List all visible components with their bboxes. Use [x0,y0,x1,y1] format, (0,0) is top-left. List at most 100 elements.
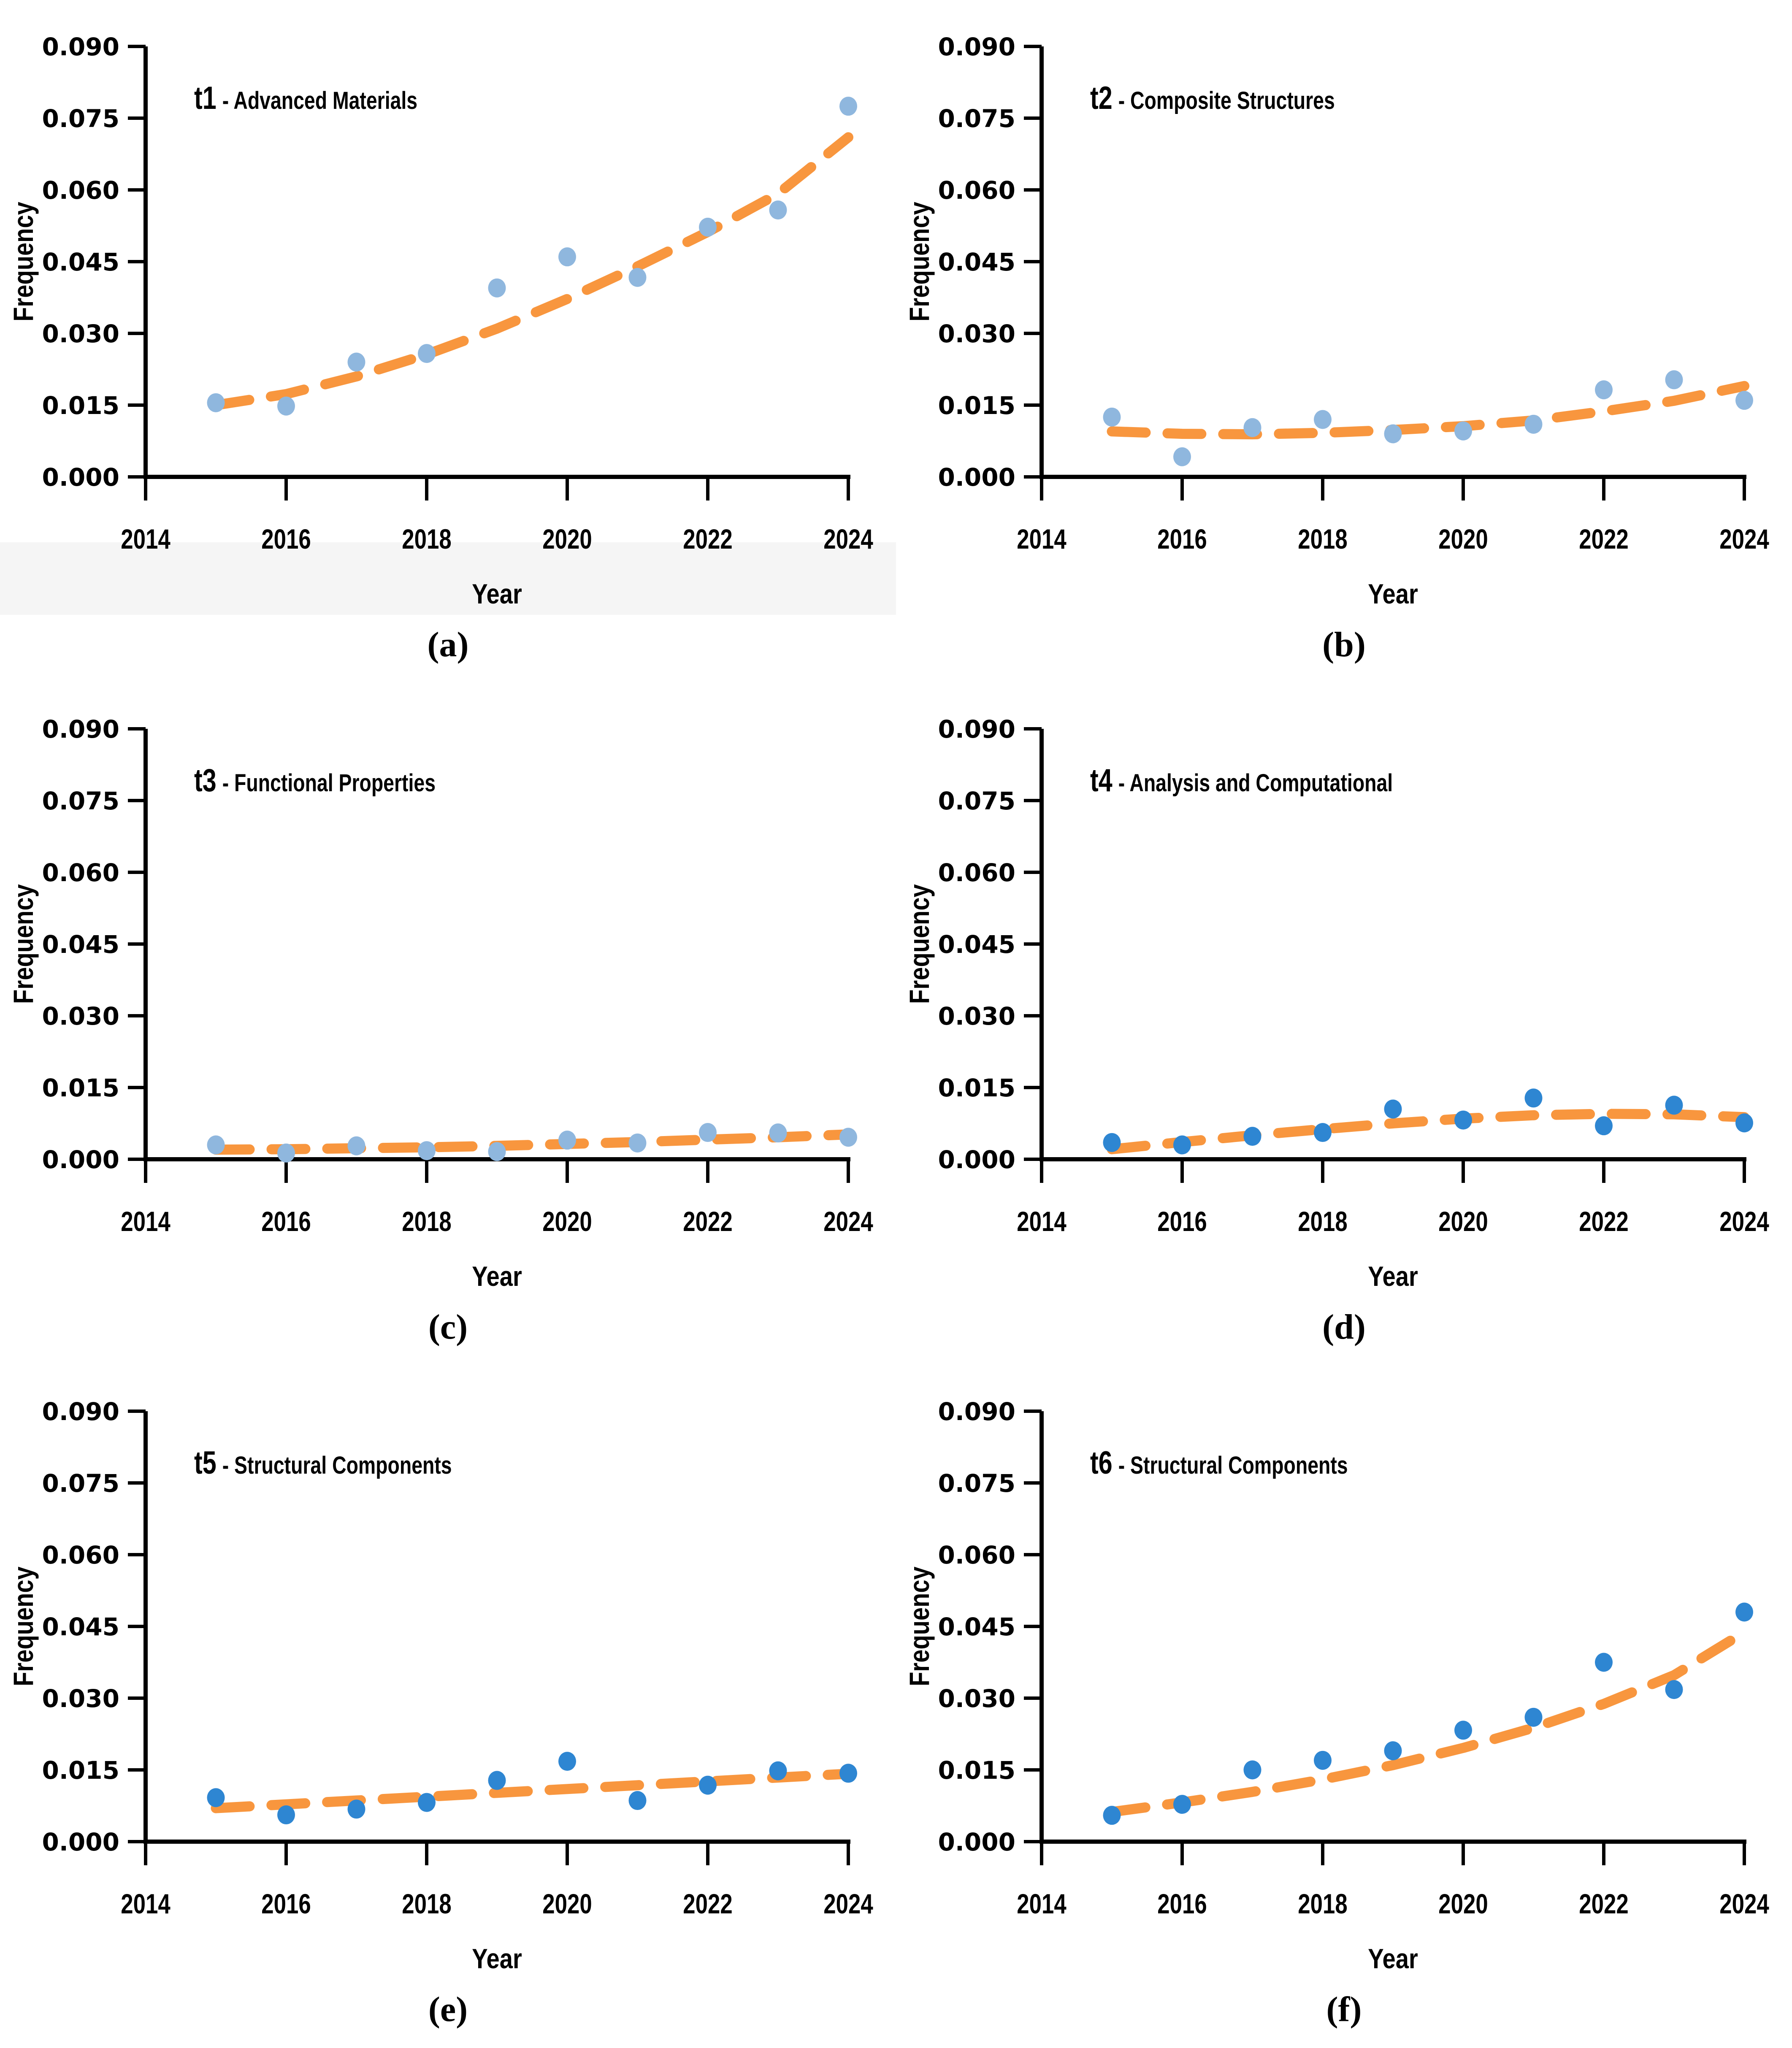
data-point [699,1775,717,1795]
chart-title-text: - Composite Structures [1118,87,1335,114]
y-tick-label: 0.045 [938,1612,1015,1641]
x-tick-label: 2014 [121,1206,171,1237]
y-tick-label: 0.060 [938,176,1015,205]
data-point [1524,414,1543,434]
y-tick-label: 0.015 [938,1756,1015,1785]
chart-t5: 0.000 0.015 0.030 0.045 0.060 0.075 0.090 2014 2… [8,1397,873,1974]
data-point [558,1131,576,1150]
chart-t6: 0.000 0.015 0.030 0.045 0.060 0.075 0.090 2014 2… [904,1397,1769,1974]
data-point [1103,1133,1121,1152]
data-point [347,1799,365,1819]
x-tick-label: 2024 [1719,1888,1769,1919]
y-tick-label: 0.015 [42,391,119,420]
x-tick-label: 2018 [1298,523,1348,555]
x-tick-label: 2014 [1017,523,1067,555]
y-tick-label: 0.060 [938,1541,1015,1569]
y-tick-label: 0.030 [42,1002,119,1031]
y-tick-label: 0.045 [42,248,119,276]
x-tick-label: 2022 [1579,523,1629,555]
data-point [1454,1721,1472,1740]
y-tick-label: 0.000 [938,463,1015,492]
x-tick-label: 2014 [121,1888,171,1919]
y-tick-label: 0.060 [42,858,119,887]
x-tick-label: 2020 [542,1888,592,1919]
data-point [1595,380,1613,400]
data-point [699,1123,717,1142]
data-point [1314,1750,1332,1770]
x-tick-label: 2014 [121,523,171,555]
y-tick-label: 0.060 [42,1541,119,1569]
x-tick-label: 2018 [402,1206,452,1237]
data-point [1243,1760,1261,1780]
data-point [1735,1113,1753,1133]
data-point [277,1805,295,1825]
y-axis-title: Frequency [8,202,39,322]
y-tick-label: 0.000 [42,463,119,492]
data-point [1665,1096,1683,1115]
x-tick-label: 2024 [1719,1206,1769,1237]
data-point [1735,1602,1753,1622]
x-tick-label: 2020 [1438,1206,1488,1237]
data-point [839,1764,857,1783]
data-point [1595,1653,1613,1672]
data-point [1524,1707,1543,1727]
panel-caption-a: (a) [427,625,469,664]
data-point [488,1771,506,1790]
y-axis-title: Frequency [8,884,39,1004]
data-point [1454,1110,1472,1130]
trend-line [1107,381,1749,440]
chart-title-prefix: t6 [1090,1445,1113,1481]
data-point [488,278,506,298]
data-point [418,344,436,363]
chart-title-text: - Analysis and Computational [1118,769,1393,797]
y-tick-label: 0.090 [42,715,119,744]
data-point [769,200,787,220]
data-point [1384,424,1402,444]
x-tick-label: 2016 [1157,523,1207,555]
data-point [1103,407,1121,427]
y-axis-title: Frequency [904,1566,935,1686]
x-axis-title: Year [1368,1943,1418,1974]
data-point [418,1141,436,1161]
x-tick-label: 2014 [1017,1206,1067,1237]
panel-caption-b: (b) [1322,625,1366,664]
x-tick-label: 2020 [1438,1888,1488,1919]
x-tick-label: 2016 [261,1888,311,1919]
data-point [1384,1099,1402,1119]
data-point [207,1135,225,1155]
x-tick-label: 2020 [1438,523,1488,555]
data-point [1314,1123,1332,1142]
chart-title-prefix: t4 [1090,763,1113,798]
data-point [1173,1135,1191,1155]
chart-title-prefix: t1 [194,80,217,116]
x-tick-label: 2016 [261,1206,311,1237]
data-point [1454,421,1472,441]
data-point [1243,418,1261,437]
trend-line [211,1769,853,1813]
trend-line [211,1129,853,1155]
y-axis-title: Frequency [904,884,935,1004]
data-point [769,1123,787,1143]
data-point [347,352,365,372]
x-axis-title: Year [472,578,522,609]
trend-line [1107,1627,1749,1817]
y-axis-title: Frequency [8,1566,39,1686]
data-point [558,247,576,267]
x-tick-label: 2024 [823,1888,873,1919]
x-tick-label: 2020 [542,1206,592,1237]
y-tick-label: 0.075 [938,104,1015,133]
x-tick-label: 2022 [683,1888,733,1919]
chart-t3: 0.000 0.015 0.030 0.045 0.060 0.075 0.090 2014 2… [8,715,873,1292]
data-point [207,393,225,412]
x-tick-label: 2022 [683,1206,733,1237]
chart-title-text: - Structural Components [1118,1452,1348,1479]
x-tick-label: 2014 [1017,1888,1067,1919]
y-tick-label: 0.075 [42,787,119,815]
data-point [488,1142,506,1161]
y-tick-label: 0.060 [42,176,119,205]
y-tick-label: 0.090 [938,32,1015,61]
y-tick-label: 0.045 [42,1612,119,1641]
y-tick-label: 0.015 [42,1756,119,1785]
x-tick-label: 2018 [402,1888,452,1919]
panel-t1: 0.000 0.015 0.030 0.045 0.060 0.075 0.090 2014 2… [0,0,896,682]
